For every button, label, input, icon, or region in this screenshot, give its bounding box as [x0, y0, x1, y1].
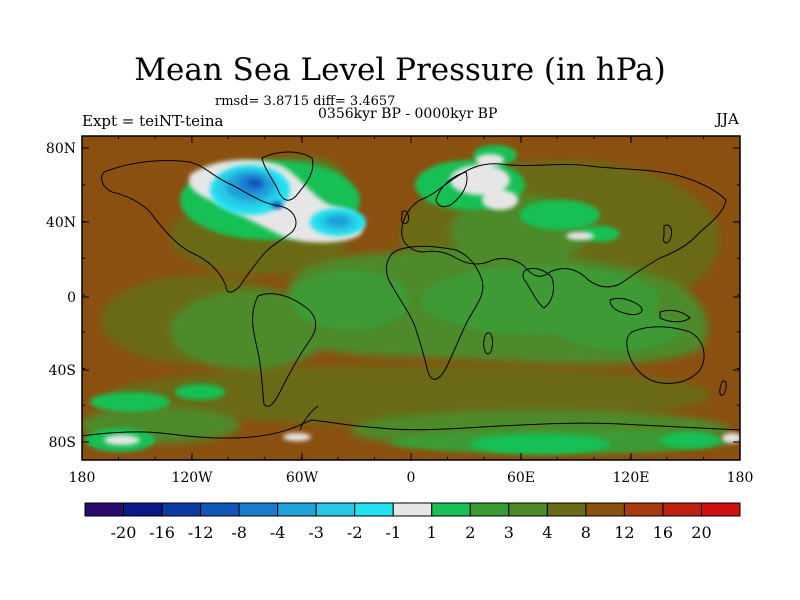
coast-greenland: [261, 151, 314, 201]
coast-new-zealand: [719, 380, 727, 396]
coast-antarctic-peninsula: [299, 405, 319, 431]
field-negative: [210, 165, 366, 236]
axes: 80N 40N 0 40S 80S 180 120W 60W 0 60E 120E 180: [46, 136, 753, 486]
lon-label: 60E: [507, 470, 535, 486]
colorbar-label: -4: [270, 523, 286, 542]
lat-label: 40S: [49, 363, 76, 379]
coast-scandinavia: [435, 171, 468, 208]
lat-label: 80S: [49, 435, 76, 451]
field-mid-green: [290, 265, 730, 454]
coast-africa: [385, 245, 484, 380]
lon-label: 120E: [613, 470, 650, 486]
lon-label: 120W: [171, 470, 213, 486]
lat-label: 0: [67, 290, 76, 306]
colorbar-label: -2: [347, 523, 363, 542]
colorbar-label: -3: [308, 523, 324, 542]
coast-se-asia: [609, 297, 643, 315]
lon-label: 180: [69, 470, 96, 486]
coast-madagascar: [483, 332, 493, 355]
colorbar-swatch: [123, 502, 163, 517]
colorbar-swatch: [84, 502, 125, 517]
colorbar-swatch: [315, 502, 356, 517]
coast-new-guinea: [659, 309, 691, 323]
coastlines: [82, 151, 740, 439]
coast-south-america: [252, 293, 317, 407]
colorbar-swatch: [238, 502, 279, 517]
colorbar-swatch: [392, 502, 433, 517]
lat-label: 40N: [46, 215, 76, 231]
coast-north-america: [101, 160, 297, 293]
colorbar-swatch: [546, 502, 587, 517]
rmsd-diff-stats: rmsd= 3.8715 diff= 3.4657: [215, 94, 396, 109]
coast-india: [522, 267, 555, 309]
colorbar: -20 -16 -12 -8 -4 -3 -2 -1 1 2 3 4 8 12 16 20: [84, 502, 741, 542]
colorbar-swatch: [585, 502, 625, 517]
chart-title: Mean Sea Level Pressure (in hPa): [134, 52, 666, 88]
colorbar-label: 2: [465, 523, 475, 542]
colorbar-label: 1: [427, 523, 437, 542]
lon-label: 0: [407, 470, 416, 486]
season-label: JJA: [716, 110, 739, 128]
colorbar-label: -20: [111, 523, 137, 542]
pressure-field: [82, 136, 740, 460]
experiment-label: Expt = teiNT-teina: [82, 112, 224, 130]
colorbar-swatch: [700, 502, 741, 517]
colorbar-label: 8: [581, 523, 591, 542]
colorbar-label: -8: [231, 523, 247, 542]
colorbar-label: 20: [691, 523, 711, 542]
lon-label: 180: [727, 470, 754, 486]
colorbar-label: 3: [504, 523, 514, 542]
colorbar-swatch: [623, 502, 664, 517]
colorbar-swatch: [508, 502, 548, 517]
colorbar-label: -16: [149, 523, 175, 542]
colorbar-label: -1: [385, 523, 401, 542]
colorbar-label: 4: [542, 523, 552, 542]
colorbar-swatch: [662, 502, 702, 517]
colorbar-label: -12: [188, 523, 214, 542]
colorbar-label: 12: [614, 523, 634, 542]
coast-japan: [663, 224, 673, 244]
colorbar-swatch: [161, 502, 202, 517]
colorbar-swatch: [354, 502, 394, 517]
colorbar-swatch: [469, 502, 510, 517]
colorbar-swatch: [277, 502, 317, 517]
colorbar-label: 16: [653, 523, 673, 542]
colorbar-swatch: [200, 502, 240, 517]
lon-label: 60W: [286, 470, 319, 486]
coast-uk: [401, 210, 409, 225]
coast-antarctica: [82, 419, 740, 439]
lat-label: 80N: [46, 141, 76, 157]
coast-eurasia: [401, 163, 727, 288]
colorbar-swatch: [431, 502, 471, 517]
coast-australia: [626, 326, 705, 384]
time-period: 0356kyr BP - 0000kyr BP: [318, 106, 498, 122]
